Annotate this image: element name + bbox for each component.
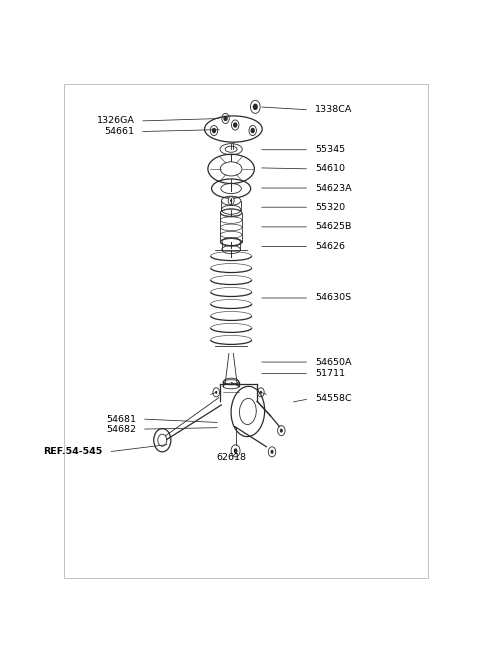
Text: 1326GA: 1326GA [96,117,134,126]
Text: 54626: 54626 [315,242,345,251]
Circle shape [260,391,262,394]
Text: 54650A: 54650A [315,358,351,367]
Circle shape [230,199,232,202]
Circle shape [234,123,237,127]
Circle shape [213,128,216,132]
Text: 54630S: 54630S [315,293,351,303]
Circle shape [228,196,234,205]
Text: 54610: 54610 [315,164,345,174]
Text: 54558C: 54558C [315,394,351,403]
Text: 54681: 54681 [106,415,136,424]
Circle shape [224,117,227,121]
Text: 54661: 54661 [105,127,134,136]
Text: 62618: 62618 [216,453,246,462]
Text: 55320: 55320 [315,202,345,212]
Text: 54682: 54682 [106,424,136,434]
Text: 51711: 51711 [315,369,345,378]
Text: 55345: 55345 [315,145,345,154]
Circle shape [215,391,217,394]
Text: REF.54-545: REF.54-545 [44,447,103,457]
Circle shape [234,448,238,453]
Circle shape [251,128,254,132]
Circle shape [253,104,257,109]
Text: 54625B: 54625B [315,223,351,231]
Circle shape [280,428,283,433]
Text: 54623A: 54623A [315,183,351,193]
Circle shape [271,450,274,454]
Text: 1338CA: 1338CA [315,105,352,115]
